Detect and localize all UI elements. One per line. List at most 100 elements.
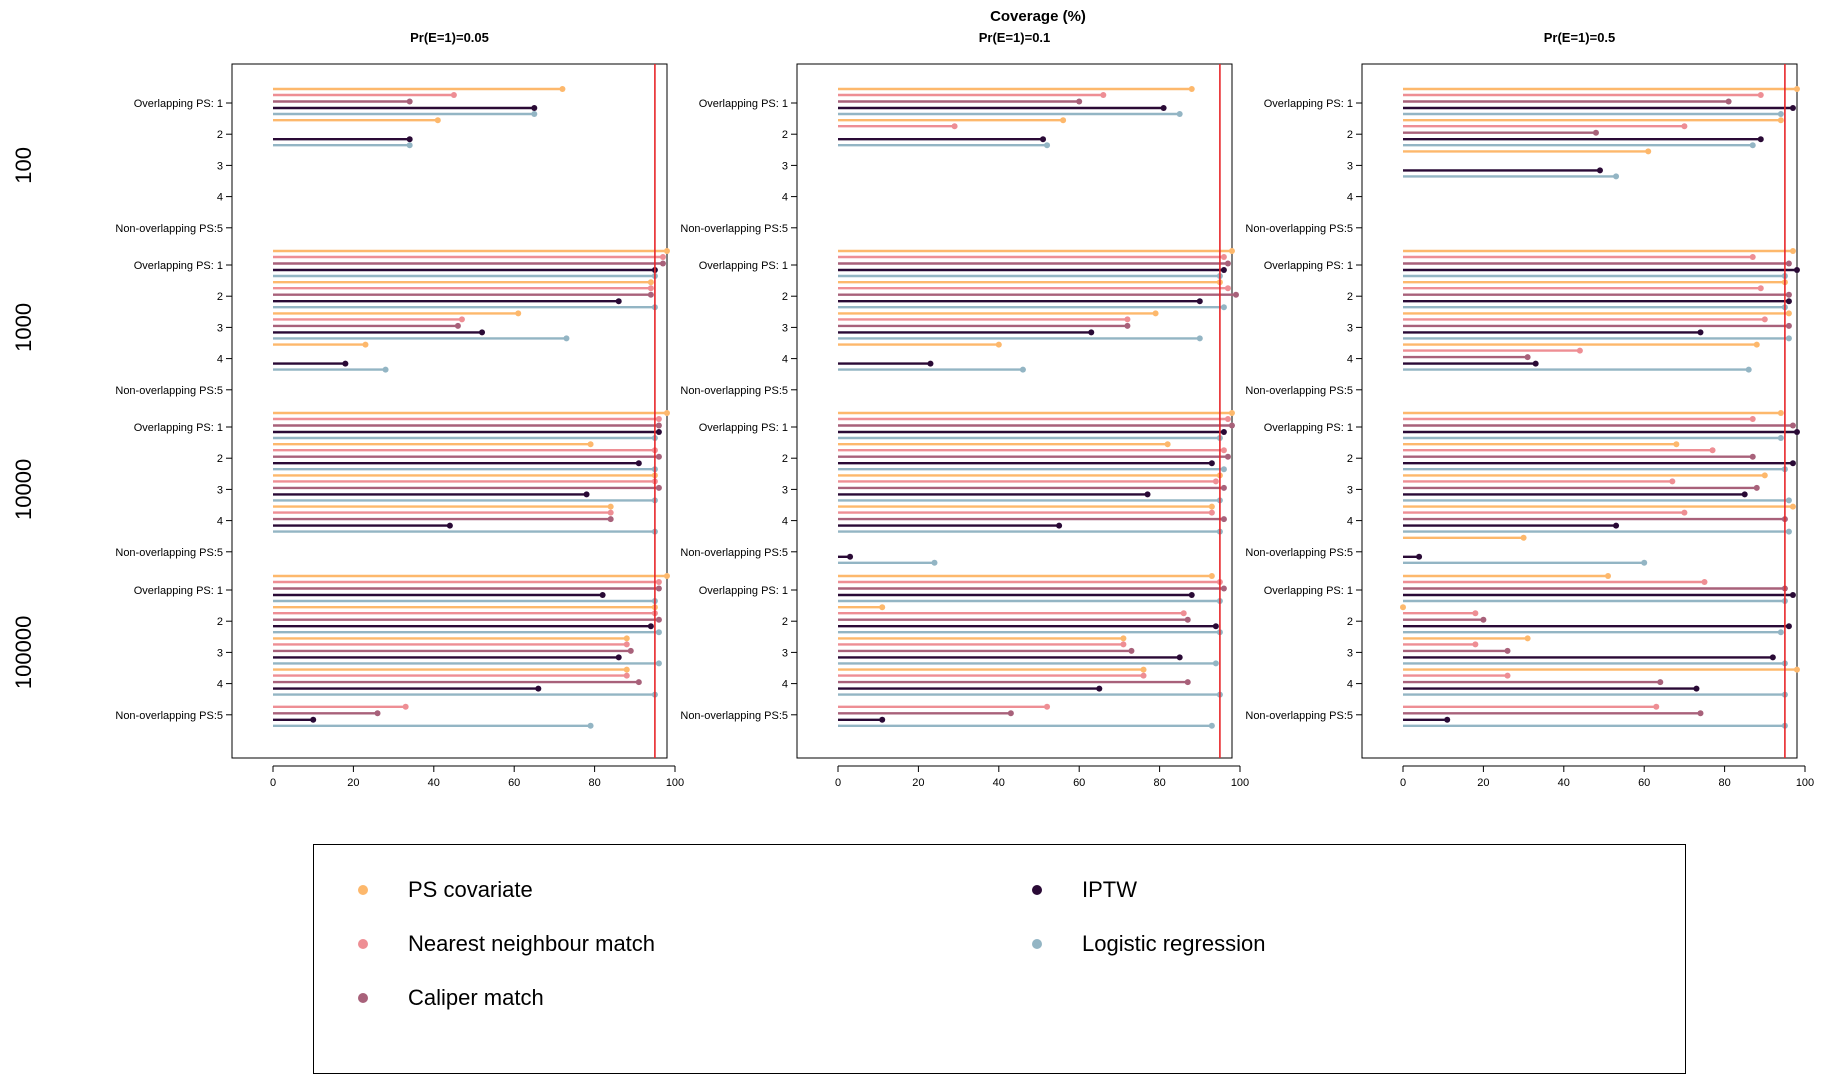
lollipop-point: [374, 710, 381, 717]
lollipop-point: [531, 111, 538, 117]
lollipop-point: [1220, 585, 1227, 592]
lollipop-point: [1044, 703, 1051, 710]
scenario-label: Non-overlapping PS:5: [115, 710, 223, 722]
lollipop-point: [1693, 685, 1700, 692]
lollipop-point: [450, 92, 457, 98]
scenario-label: Overlapping PS: 1: [134, 422, 223, 434]
x-tick-label: 80: [1718, 777, 1730, 789]
legend-marker: [1032, 939, 1042, 949]
scenario-label: 2: [217, 616, 223, 628]
legend-label: Logistic regression: [1082, 931, 1266, 956]
scenario-label: Overlapping PS: 1: [699, 260, 788, 272]
lollipop-point: [1613, 522, 1620, 529]
lollipop-point: [623, 666, 630, 673]
lollipop-point: [1400, 604, 1406, 611]
lollipop-point: [1749, 453, 1756, 460]
lollipop-point: [1653, 703, 1660, 710]
x-tick-label: 100: [1231, 777, 1249, 789]
lollipop-point: [655, 660, 662, 667]
lollipop-point: [1224, 416, 1231, 422]
scenario-label: 2: [782, 129, 788, 141]
lollipop-point: [1019, 366, 1026, 373]
scenario-label: Overlapping PS: 1: [134, 98, 223, 110]
lollipop-point: [1709, 447, 1716, 454]
scenario-label: 3: [217, 160, 223, 172]
scenario-label: 2: [782, 291, 788, 303]
lollipop-point: [563, 335, 570, 342]
lollipop-point: [1160, 105, 1167, 111]
lollipop-point: [1208, 460, 1215, 467]
lollipop-point: [1140, 672, 1147, 679]
lollipop-point: [1176, 654, 1183, 661]
scenario-label: 4: [782, 516, 788, 528]
coverage-chart: Coverage (%) Pr(E=1)=0.050 20 40 60 80 100Ove…: [11, 8, 1814, 789]
lollipop-point: [1613, 173, 1620, 180]
scenario-label: Overlapping PS: 1: [699, 98, 788, 110]
lollipop-point: [1504, 672, 1511, 679]
scenario-label: 2: [782, 616, 788, 628]
lollipop-point: [1777, 410, 1784, 416]
lollipop-point: [663, 248, 670, 254]
lollipop-point: [1785, 528, 1792, 535]
lollipop-point: [1044, 142, 1051, 149]
x-tick-label: 40: [1558, 777, 1570, 789]
legend-item: Caliper match: [358, 985, 544, 1011]
scenario-label: Overlapping PS: 1: [699, 422, 788, 434]
lollipop-point: [434, 117, 441, 124]
lollipop-point: [655, 416, 662, 422]
lollipop-point: [623, 672, 630, 679]
panel-subtitle: Pr(E=1)=0.5: [1544, 30, 1616, 45]
lollipop-point: [615, 654, 622, 661]
lollipop-point: [1673, 441, 1680, 448]
lollipop-point: [1480, 616, 1487, 623]
legend-marker: [358, 885, 368, 895]
lollipop-point: [599, 592, 606, 598]
lollipop-point: [1761, 472, 1768, 479]
panel-subtitle: Pr(E=1)=0.1: [979, 30, 1051, 45]
scenario-label: 3: [217, 647, 223, 659]
lollipop-point: [663, 573, 670, 579]
lollipop-point: [1212, 623, 1219, 630]
row-group-labels: 100 1000 10000 100000: [11, 147, 36, 689]
lollipop-point: [655, 616, 662, 623]
panel-frame: [231, 63, 668, 759]
lollipop-point: [1040, 136, 1047, 143]
scenario-label: 2: [782, 453, 788, 465]
lollipop-point: [1220, 466, 1227, 473]
lollipop-point: [1777, 629, 1784, 636]
scenario-label: Non-overlapping PS:5: [115, 385, 223, 397]
lollipop-point: [1753, 484, 1760, 491]
row-group-label: 1000: [11, 303, 36, 352]
lollipop-point: [1124, 316, 1131, 323]
lollipop-point: [1228, 248, 1235, 254]
lollipop-point: [1681, 509, 1688, 516]
legend-marker: [1032, 885, 1042, 895]
lollipop-point: [1056, 522, 1063, 529]
lollipop-point: [607, 509, 614, 516]
x-tick-label: 80: [588, 777, 600, 789]
lollipop-point: [655, 429, 662, 435]
lollipop-point: [647, 285, 654, 292]
lollipop-point: [995, 341, 1002, 348]
lollipop-point: [1520, 534, 1527, 541]
lollipop-point: [607, 503, 614, 510]
lollipop-point: [1757, 285, 1764, 292]
legend-label: PS covariate: [408, 877, 533, 902]
legend-marker: [358, 939, 368, 949]
lollipop-point: [655, 585, 662, 592]
lollipop-point: [931, 559, 938, 566]
scenario-label: 2: [1347, 291, 1353, 303]
scenario-label: 3: [1347, 647, 1353, 659]
legend-item: IPTW: [1032, 877, 1137, 903]
x-tick-label: 20: [912, 777, 924, 789]
lollipop-point: [1220, 447, 1227, 454]
lollipop-point: [1761, 316, 1768, 323]
lollipop-point: [479, 329, 486, 336]
lollipop-point: [1749, 416, 1756, 422]
lollipop-point: [1524, 635, 1531, 642]
lollipop-point: [1164, 441, 1171, 448]
lollipop-point: [1789, 592, 1796, 598]
x-tick-label: 20: [347, 777, 359, 789]
lollipop-point: [1605, 573, 1612, 579]
lollipop-point: [1785, 335, 1792, 342]
